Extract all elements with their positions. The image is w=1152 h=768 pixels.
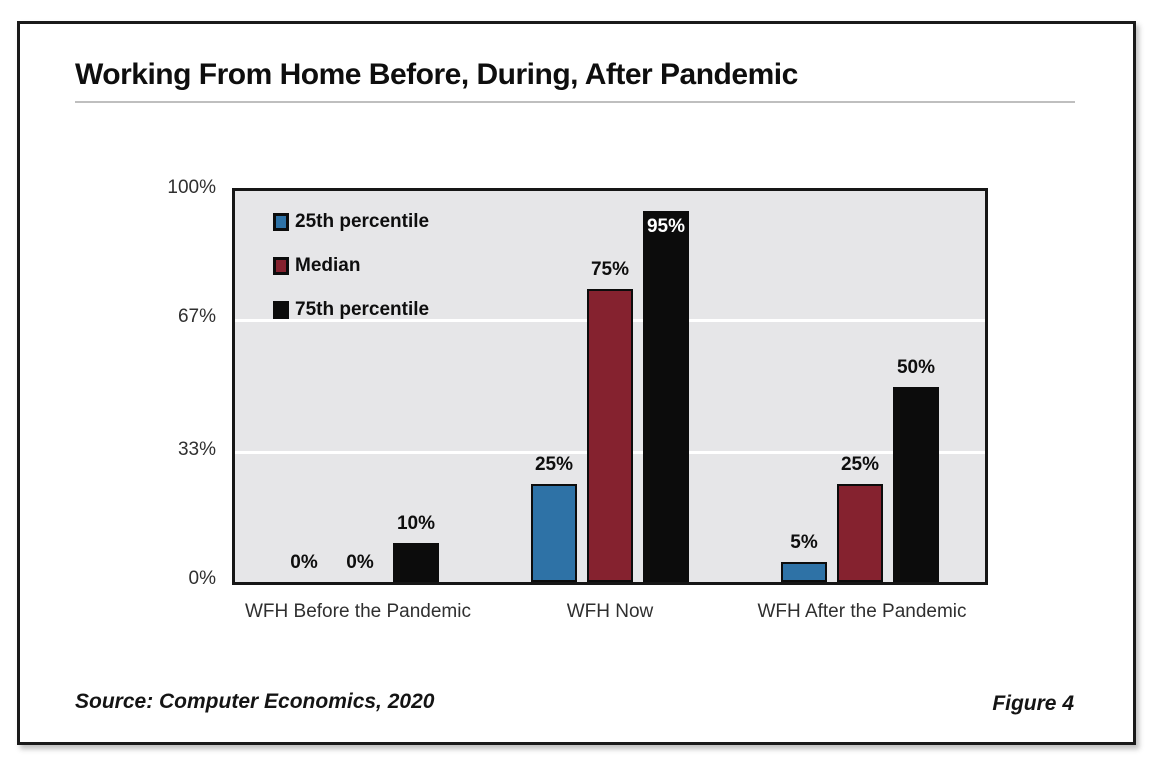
bar-value-label: 25% — [840, 454, 880, 476]
bar — [643, 210, 689, 582]
plot-area: 25th percentile Median 75th percentile 0% 2… — [232, 188, 988, 585]
x-axis-categories: WFH Before the Pandemic WFH Now WFH After … — [232, 601, 988, 629]
legend-label: 25th percentile — [295, 211, 430, 232]
y-tick-label: 33% — [177, 438, 216, 460]
bar-value-label: 0% — [290, 552, 318, 573]
bar-value-label: 25% — [534, 454, 574, 476]
legend-item: 75th percentile — [273, 299, 430, 320]
bar-value-label: 95% — [646, 215, 686, 237]
bar-value-label: 5% — [790, 532, 818, 554]
legend-item: 25th percentile — [273, 211, 430, 232]
bar — [893, 386, 939, 582]
legend-swatch-icon — [273, 301, 289, 319]
legend-swatch-icon — [273, 257, 289, 275]
category-label: WFH Now — [566, 601, 654, 622]
bar-value-label: 50% — [896, 356, 936, 378]
figure-number-label: Figure 4 — [992, 692, 1074, 715]
category-label: WFH After the Pandemic — [757, 601, 967, 622]
title-underline — [75, 101, 1075, 103]
bar — [393, 542, 439, 582]
y-axis: 0% 33% 67% 100% — [96, 177, 216, 589]
y-tick-label: 67% — [177, 306, 216, 328]
chart-title: Working From Home Before, During, After … — [75, 58, 798, 91]
legend-label: 75th percentile — [295, 299, 430, 320]
y-tick-label: 0% — [188, 568, 216, 589]
bar — [587, 288, 633, 582]
legend-swatch-icon — [273, 213, 289, 231]
bar-value-label: 75% — [590, 258, 630, 280]
legend-item: Median — [273, 255, 429, 276]
bar — [781, 562, 827, 582]
chart-legend: 25th percentile Median 75th percentile — [273, 211, 430, 345]
bar — [837, 484, 883, 582]
bar-value-label: 10% — [396, 512, 436, 534]
source-note: Source: Computer Economics, 2020 — [75, 690, 435, 713]
category-label: WFH Before the Pandemic — [245, 601, 471, 622]
legend-label: Median — [295, 255, 361, 276]
bar-value-label: 0% — [346, 552, 374, 573]
bar — [531, 484, 577, 582]
y-tick-label: 100% — [167, 177, 216, 198]
